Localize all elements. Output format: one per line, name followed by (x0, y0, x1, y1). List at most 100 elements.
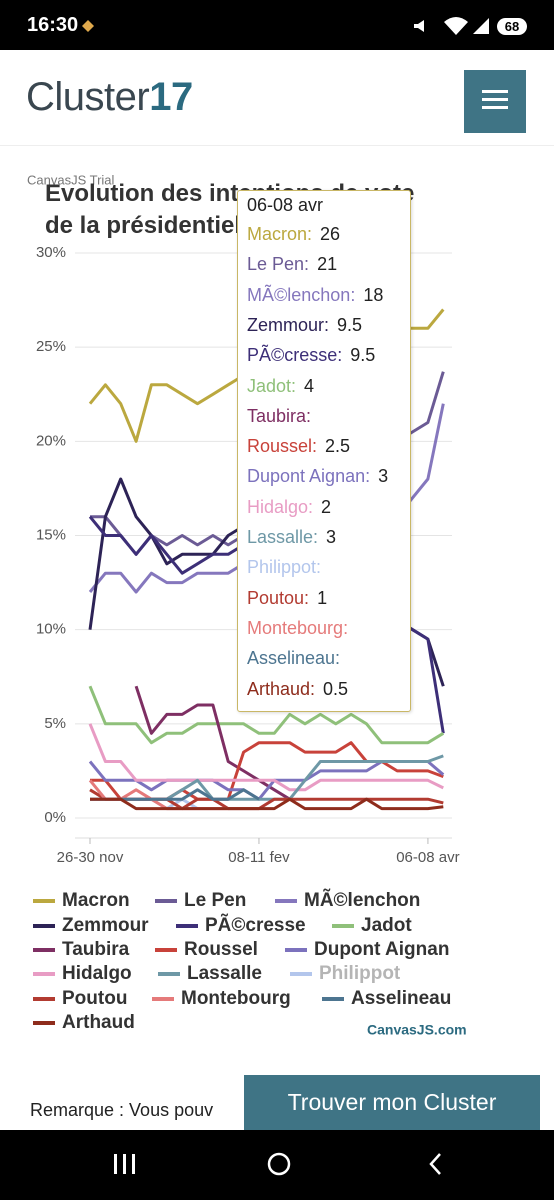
tooltip-value: 9.5 (337, 314, 363, 335)
tooltip-value: 9.5 (350, 345, 376, 366)
tooltip-row: MÃ©lenchon: 18 (247, 285, 383, 306)
tooltip-label: PÃ©cresse: (247, 345, 343, 366)
logo-number: 17 (149, 75, 193, 119)
signal-icon (473, 18, 489, 34)
x-tick-label: 08-11 fev (228, 849, 290, 866)
recent-apps[interactable] (114, 1154, 135, 1174)
series-line (88, 685, 445, 745)
y-tick-label: 0% (44, 809, 66, 826)
tooltip-row: Roussel: 2.5 (247, 436, 350, 457)
tooltip-value: 26 (320, 224, 341, 244)
tooltip-row: Jadot: 4 (247, 376, 314, 397)
tooltip-row: Dupont Aignan: 3 (247, 466, 388, 487)
tooltip-row: Taubira: (247, 406, 311, 427)
tooltip-row: Arthaud: 0.5 (247, 679, 348, 700)
tooltip-row: Lassalle: 3 (247, 527, 336, 548)
tooltip-label: MÃ©lenchon: (247, 284, 356, 305)
remark: Remarque : Vous pouv (30, 1100, 214, 1120)
legend-label: Lassalle (187, 963, 262, 984)
tooltip-title: 06-08 avr (247, 195, 324, 215)
legend-label: Taubira (62, 939, 130, 960)
tooltip-label: Arthaud: (247, 678, 316, 699)
tooltip-value: 2.5 (325, 436, 351, 457)
status-time: 16:30 (27, 14, 79, 36)
tooltip-row: Montebourg: (247, 618, 348, 639)
home-button[interactable] (267, 1152, 291, 1176)
legend-label: Dupont Aignan (314, 939, 449, 960)
watermark: CanvasJS Trial (27, 172, 115, 187)
y-tick-label: 10% (36, 621, 66, 638)
y-tick-label: 15% (36, 526, 66, 543)
tooltip-label: Le Pen: (247, 254, 310, 275)
tooltip-row: PÃ©cresse: 9.5 (247, 345, 375, 366)
tooltip-label: Macron: (247, 224, 313, 244)
tooltip-label: Poutou: (247, 587, 310, 608)
legend-label: Hidalgo (62, 963, 132, 984)
legend-label: Zemmour (62, 915, 149, 936)
tooltip-row: Poutou: 1 (247, 588, 327, 609)
tooltip: 06-08 avr Macron: 26 Le Pen: 21 MÃ©lenchon: 1… (237, 190, 411, 712)
legend-label: Poutou (62, 988, 127, 1009)
mute-icon (414, 20, 424, 32)
tooltip-label: Philippot: (247, 557, 322, 578)
tooltip-value: 3 (378, 466, 389, 487)
legend-label: Jadot (361, 915, 412, 936)
series-line (88, 723, 444, 792)
tooltip-label: Asselineau: (247, 648, 341, 669)
tooltip-row: Hidalgo: 2 (247, 497, 331, 518)
nav-icons (114, 1152, 441, 1176)
legend-label: MÃ©lenchon (304, 889, 420, 911)
back-button[interactable] (429, 1153, 441, 1175)
menu-button[interactable] (464, 70, 526, 133)
header: Cluster17 (0, 50, 554, 146)
tooltip-label: Hidalgo: (247, 496, 314, 517)
legend-label: Asselineau (351, 988, 451, 1009)
x-tick-label: 06-08 avr (396, 849, 459, 866)
logo[interactable]: Cluster17 (26, 75, 193, 120)
y-tick-label: 5% (44, 715, 66, 732)
tooltip-value: 3 (326, 527, 337, 547)
tooltip-label: Lassalle: (247, 527, 319, 547)
y-tick-label: 20% (36, 432, 66, 449)
tooltip-value: 2 (321, 496, 332, 517)
x-tick-label: 26-30 nov (57, 849, 124, 866)
menu-icon (482, 90, 508, 109)
status-bar: 16:30 68 (0, 0, 554, 50)
legend-label: Roussel (184, 939, 258, 960)
tooltip-label: Zemmour: (247, 314, 330, 335)
nav-bar (0, 1130, 554, 1200)
assistant-icon (82, 20, 94, 32)
tooltip-row: Philippot: (247, 557, 321, 578)
legend-label: PÃ©cresse (205, 914, 306, 936)
credit[interactable]: CanvasJS.com (367, 1022, 467, 1038)
battery: 68 (497, 18, 527, 35)
tooltip-label: Jadot: (247, 375, 297, 396)
y-tick-label: 30% (36, 244, 66, 261)
tooltip-row: Asselineau: (247, 648, 340, 669)
legend-label: Montebourg (181, 988, 291, 1009)
tooltip-row: Zemmour: 9.5 (247, 315, 362, 336)
series-line (90, 797, 444, 811)
logo-name: Cluster (26, 75, 150, 119)
legend-label: Le Pen (184, 890, 246, 911)
tooltip-label: Roussel: (247, 436, 318, 457)
tooltip-value: 21 (317, 254, 338, 275)
series-line (134, 685, 291, 801)
tooltip-label: Taubira: (247, 405, 312, 426)
tooltip-value: 4 (304, 375, 315, 396)
y-tick-label: 25% (36, 338, 66, 355)
tooltip-row: Macron: 26 (247, 224, 340, 245)
legend-label: Philippot (319, 963, 401, 984)
tooltip-value: 18 (363, 284, 384, 305)
wifi-icon (444, 17, 468, 35)
legend-label: Arthaud (62, 1012, 135, 1033)
cta-button[interactable]: Trouver mon Cluster (244, 1075, 540, 1130)
tooltip-row: Le Pen: 21 (247, 254, 337, 275)
tooltip-label: Dupont Aignan: (247, 466, 371, 487)
legend-label: Macron (62, 890, 130, 911)
tooltip-value: 1 (317, 587, 328, 608)
status-icons (82, 17, 489, 35)
tooltip-label: Montebourg: (247, 617, 349, 638)
tooltip-value: 0.5 (323, 678, 349, 699)
